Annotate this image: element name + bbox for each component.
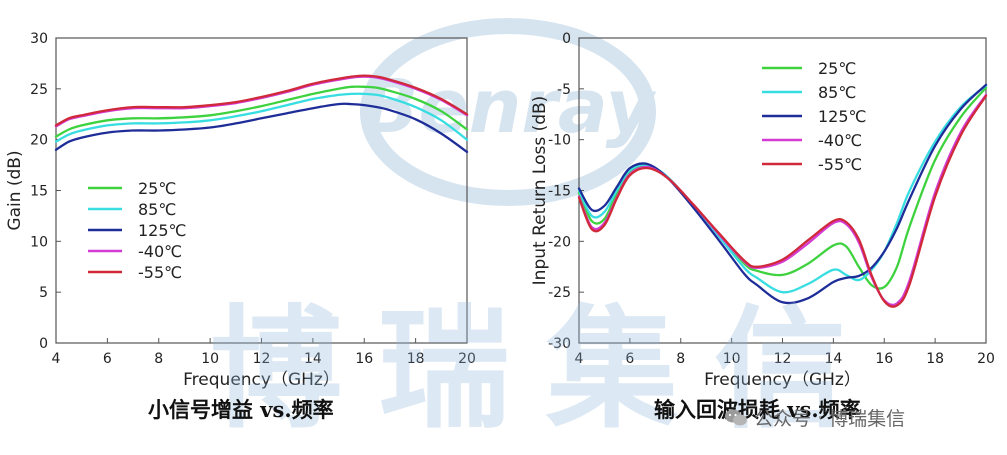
gain-y-tick-label: 25 [30,82,48,98]
gain-x-tick-label: 18 [407,351,425,367]
irl-x-tick-label: 12 [774,351,792,367]
gain-legend-label: -55℃ [138,263,182,282]
gain-y-tick-label: 5 [39,285,48,301]
gain-x-tick-label: 12 [253,351,271,367]
irl-y-tick-label: 0 [562,31,571,47]
gain-x-tick-label: 8 [154,351,163,367]
irl-x-tick-label: 14 [824,351,842,367]
irl-y-tick-label: -20 [548,234,571,250]
irl-x-tick-label: 16 [875,351,893,367]
watermark-logo-text: Benray [362,64,656,150]
irl-x-tick-label: 6 [625,351,634,367]
gain-x-tick-label: 6 [103,351,112,367]
irl-legend-label: 125℃ [818,107,867,126]
gain-x-tick-label: 10 [201,351,219,367]
irl-legend-label: -40℃ [818,131,862,150]
return-loss-chart: 4 6 8 10 12 14 16 18 20 0 -5 -10 -15 -20 -25 -30 Frequen… [530,31,995,390]
gain-y-tick-label: 30 [30,31,48,47]
return-loss-chart-title: 输入回波损耗 vs.频率 [654,397,861,422]
account-separator: · [817,406,824,429]
gain-legend-label: 85℃ [138,200,176,219]
irl-x-axis-label: Frequency（GHz） [704,370,861,390]
irl-y-axis-label: Input Return Loss (dB) [530,96,550,286]
gain-y-tick-label: 0 [39,336,48,352]
gain-y-tick-label: 10 [30,234,48,250]
irl-y-tick-label: -5 [557,82,571,98]
irl-x-tick-label: 10 [723,351,741,367]
gain-chart-title: 小信号增益 vs.频率 [148,397,334,422]
irl-series-line-25C [577,86,988,290]
gain-x-tick-label: 14 [304,351,322,367]
gain-legend-label: 125℃ [138,221,187,240]
gain-series-line-85C [54,92,469,143]
irl-legend-label: -55℃ [818,155,862,174]
irl-legend-label: 85℃ [818,83,856,102]
gain-series-line-125C [54,102,469,154]
benray-watermark-logo: Benray [360,18,657,206]
wechat-icon [725,409,747,425]
irl-series-line--55C [577,94,988,308]
gain-y-axis-label: Gain (dB) [5,150,25,230]
irl-series-line-85C [577,84,988,294]
account-name: 博瑞集信 [829,408,906,430]
irl-y-tick-label: -30 [548,336,571,352]
gain-series-line-25C [54,85,469,138]
account-label: 公众号 [754,408,812,430]
irl-y-tick-label: -15 [548,184,571,200]
irl-series-line-125C [577,83,988,305]
gain-series-line--55C [54,74,469,127]
irl-y-tick-label: -25 [548,285,571,301]
gain-legend-label: 25℃ [138,179,176,198]
gain-x-tick-label: 4 [52,351,61,367]
irl-y-tick-label: -10 [548,133,571,149]
irl-legend-label: 25℃ [818,59,856,78]
gain-legend: 25℃ 85℃ 125℃ -40℃ -55℃ [88,179,187,282]
gain-x-tick-label: 16 [355,351,373,367]
gain-x-tick-label: 20 [458,351,476,367]
gain-legend-label: -40℃ [138,242,182,261]
irl-x-tick-label: 8 [676,351,685,367]
gain-chart: 4 6 8 10 12 14 16 18 20 0 5 10 15 20 25 30 Frequency（GHz… [5,31,476,390]
gain-x-axis-label: Frequency（GHz） [183,370,340,390]
gain-y-tick-label: 20 [30,133,48,149]
irl-x-tick-label: 4 [575,351,584,367]
irl-legend: 25℃ 85℃ 125℃ -40℃ -55℃ [762,59,867,174]
wechat-account-watermark: 公众号 · 博瑞集信 [724,404,905,431]
irl-x-tick-label: 20 [977,351,995,367]
irl-x-tick-label: 18 [926,351,944,367]
gain-y-tick-label: 15 [30,184,48,200]
